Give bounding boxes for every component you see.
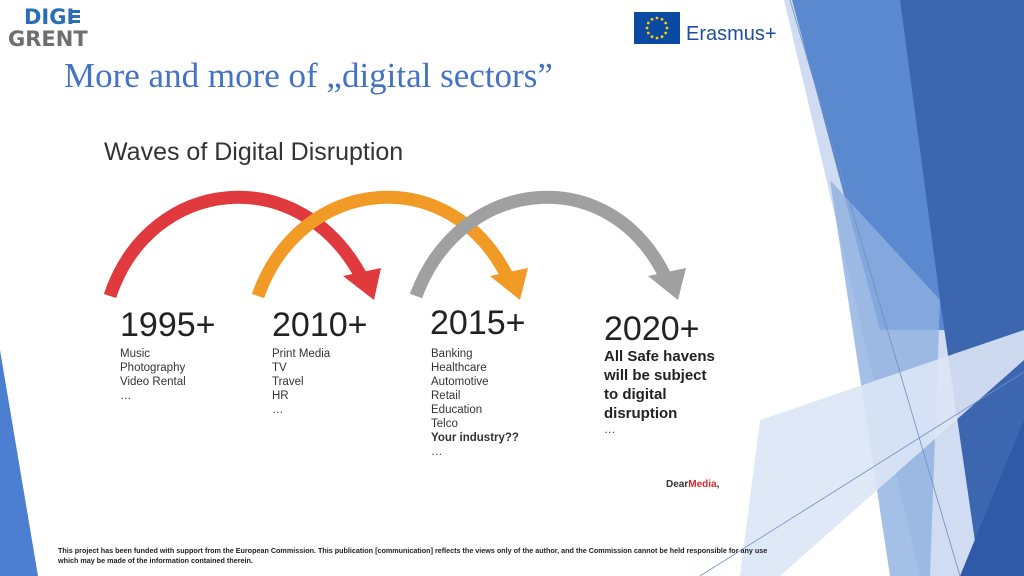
list-item: to digital [604,386,667,403]
list-item: Banking [431,348,473,360]
list-item: Automotive [431,376,489,388]
wave-list-2010: Print Media TV Travel HR … [272,347,330,417]
list-item: Travel [272,376,304,388]
erasmus-logo: Erasmus+ [634,12,794,48]
wave-list-2020: All Safe havens will be subject to digit… [604,347,715,423]
wave-list-1995: Music Photography Video Rental … [120,347,186,403]
list-item: Video Rental [120,376,186,388]
list-item: All Safe havens [604,348,715,365]
logo-bars-icon [70,10,80,24]
list-item: disruption [604,405,678,422]
right-bottom-dark [960,420,1024,576]
list-item: … [120,390,132,402]
logo-line1: DIGI [24,5,75,29]
wave-list-2020-ellipsis: … [604,424,616,436]
list-item: HR [272,390,289,402]
list-item-highlight: Your industry?? [431,432,519,444]
credit-brand: Media [688,479,717,490]
list-item: Retail [431,390,461,402]
credit-prefix: Dear [666,479,689,490]
wave-arrow-red [103,190,368,299]
wave-list-2015: Banking Healthcare Automotive Retail Edu… [431,347,519,459]
figure-credit: DearMedia, [666,479,719,490]
thin-line-1 [789,0,961,576]
list-item: will be subject [604,367,707,384]
wave-year-2015: 2015+ [430,304,526,342]
list-item: … [272,404,284,416]
credit-suffix: , [716,479,720,490]
wave-arrowhead-grey [648,268,686,300]
wave-year-1995: 1995+ [120,306,216,344]
thin-line-2 [699,371,1024,576]
digigrent-logo: DIGI GRENT [8,6,88,52]
funding-disclaimer: This project has been funded with suppor… [58,546,768,565]
list-item: Healthcare [431,362,487,374]
erasmus-label: Erasmus+ [686,23,777,45]
wave-arrowhead-red [343,268,381,300]
list-item: … [431,446,443,458]
list-item: Telco [431,418,458,430]
wave-year-2010: 2010+ [272,306,368,344]
list-item: Photography [120,362,186,374]
wave-year-2020: 2020+ [604,310,700,348]
slide-title: More and more of „digital sectors” [64,56,553,95]
list-item: Print Media [272,348,331,360]
list-item: Music [120,348,151,360]
right-panel-light-streak [740,330,1024,576]
list-item: TV [272,362,287,374]
wave-arrowhead-orange [490,268,528,300]
left-corner-triangle [0,350,38,576]
eu-flag-icon [634,12,680,44]
wave-arrow-orange [251,190,514,299]
right-panel-dark [900,0,1024,576]
list-item: Education [431,404,483,416]
logo-line2: GRENT [8,27,88,51]
wave-arrow-grey [409,190,672,299]
figure-heading: Waves of Digital Disruption [104,138,404,166]
